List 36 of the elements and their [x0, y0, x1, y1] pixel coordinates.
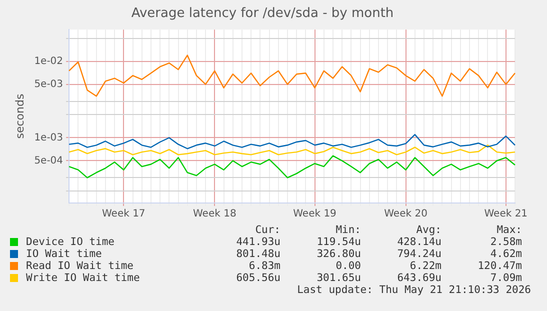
legend-label: IO Wait time	[25, 248, 103, 260]
x-tick-label: Week 17	[102, 208, 146, 220]
text: Max:	[496, 224, 522, 236]
chart-title: Average latency for /dev/sda - by month	[131, 6, 394, 22]
text: Avg:	[415, 224, 442, 236]
text: 794.24u	[396, 248, 442, 260]
text: Min:	[334, 224, 361, 236]
text: 801.48u	[235, 248, 280, 260]
legend-label: Device IO time	[25, 236, 116, 248]
text: 4.62m	[489, 248, 522, 260]
text: 0.00	[334, 260, 361, 272]
x-tick-label: Week 20	[384, 208, 428, 220]
text: 326.80u	[316, 248, 361, 260]
legend-label: Read IO Wait time	[25, 260, 134, 272]
text: 605.56u	[235, 272, 280, 284]
text: 7.09m	[489, 272, 522, 284]
y-tick-label: 1e-03	[34, 132, 64, 144]
y-tick-label: 1e-02	[34, 56, 64, 67]
x-tick-label: Week 19	[293, 208, 336, 220]
text: 6.22m	[408, 260, 442, 272]
x-tick-label: Week 18	[193, 208, 236, 220]
text: Cur:	[254, 224, 280, 236]
y-axis-title: seconds	[13, 94, 26, 139]
text: 6.83m	[248, 260, 280, 272]
text: 643.69u	[396, 272, 442, 284]
text: 120.47m	[476, 260, 522, 272]
text: 428.14u	[396, 236, 442, 248]
text: 2.58m	[489, 236, 522, 248]
text: 441.93u	[235, 236, 280, 248]
text: Last update: Thu May 21 21:10:33 2026	[297, 284, 531, 296]
text: 119.54u	[316, 236, 361, 248]
y-tick-label: 5e-04	[34, 155, 64, 166]
legend-label: Write IO Wait time	[25, 272, 141, 284]
x-tick-label: Week 21	[484, 208, 528, 220]
text: 301.65u	[316, 272, 361, 284]
y-tick-label: 5e-03	[34, 78, 64, 90]
